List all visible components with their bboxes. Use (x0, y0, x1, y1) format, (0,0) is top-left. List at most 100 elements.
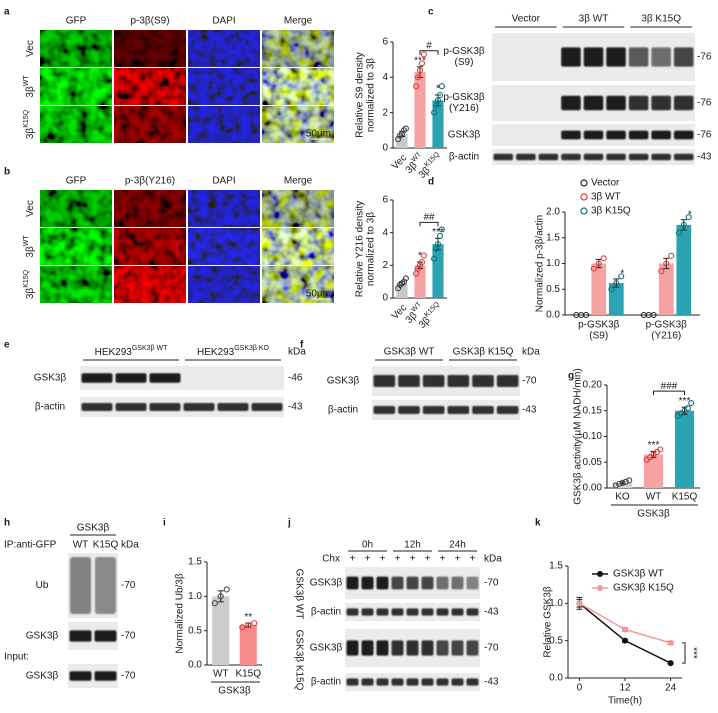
kda-unit: kDa (484, 554, 502, 565)
ip-label: IP:anti-GFP (4, 540, 57, 551)
group-label: GSK3β (637, 509, 670, 520)
blot-row-label: Ub (36, 580, 49, 591)
treatment-mark: + (365, 554, 371, 565)
y-tick-label: 1.0 (188, 591, 202, 602)
blot-band (361, 640, 374, 656)
data-point (418, 259, 426, 266)
bar (212, 596, 230, 665)
bar (676, 224, 692, 315)
y-tick-label: 1.0 (549, 598, 563, 609)
blot-band (95, 557, 116, 614)
column-label: GFP (66, 16, 87, 27)
kda-marker: -70 (522, 376, 537, 387)
legend-label: GSK3β WT (613, 569, 664, 580)
image-tile (188, 228, 260, 265)
data-point (650, 311, 657, 319)
blot-band (398, 406, 420, 414)
y-axis-label: Normalized p-3β/actin (535, 215, 546, 312)
blot-band (628, 47, 649, 67)
legend-marker (580, 179, 588, 187)
blot-band (561, 153, 581, 161)
data-point (608, 286, 615, 293)
data-point (667, 660, 674, 667)
y-tick-label: 0.00 (583, 483, 603, 494)
column-label: GFP (66, 176, 87, 187)
blot-band (115, 403, 147, 411)
lane-group-label-part: HEK293 (197, 347, 235, 358)
data-point (436, 91, 444, 99)
y-tick-label: 1.5 (549, 561, 563, 572)
column-label: p-3β(Y216) (125, 176, 175, 187)
scale-label: 50μm (306, 289, 331, 300)
blot-band (451, 576, 464, 590)
data-point (622, 637, 628, 644)
blot-row-label: GSK3β (327, 376, 360, 387)
panel-letter: j (287, 518, 291, 529)
blot-row-label: GSK3β (310, 643, 343, 654)
data-point (626, 477, 633, 484)
data-point (600, 255, 607, 262)
bar (414, 265, 426, 298)
image-tile (40, 106, 112, 143)
bar (239, 625, 257, 665)
y-tick-label: 0.0 (188, 660, 202, 671)
image-tile (40, 228, 112, 265)
data-line (579, 602, 671, 644)
treatment-mark: + (470, 554, 476, 565)
legend-label: Vector (591, 178, 620, 189)
y-axis-label: Relative Y216 density (355, 201, 366, 298)
bar (658, 263, 674, 315)
y-axis-label: normalized to 3β (366, 212, 377, 286)
y-tick-label: 0.05 (583, 457, 603, 468)
column-label: DAPI (212, 176, 235, 187)
y-tick-label: 6 (382, 37, 388, 48)
x-tick-label: KO (615, 492, 630, 503)
blot-band (421, 608, 434, 616)
panel-letter: k (535, 518, 541, 529)
data-point (432, 245, 440, 253)
blot-row-label: β-actin (328, 405, 358, 416)
data-point (685, 214, 692, 221)
data-point (434, 241, 442, 248)
legend-label: 3β WT (591, 192, 621, 203)
blot-row-label: GSK3β (310, 578, 343, 589)
blot-band (496, 375, 519, 387)
y-axis-label: normalized to 3β (366, 58, 377, 132)
bar (432, 244, 444, 298)
blot-band (70, 557, 91, 614)
y-axis-label: GSK3β activity(μM NADH/min) (573, 368, 584, 505)
y-axis-label: Relative GSK3β (543, 586, 554, 658)
treatment-mark: + (410, 554, 416, 565)
blot-row-label: GSK3β (26, 631, 59, 642)
blot-band (373, 375, 396, 387)
data-point (663, 260, 670, 267)
image-tile (114, 266, 186, 303)
time-label: 12h (404, 540, 421, 551)
blot-row-label: GSK3β (26, 671, 59, 682)
blot-band (391, 640, 404, 656)
bar (643, 454, 664, 488)
group-label: GSK3β (218, 686, 251, 697)
data-point (431, 109, 438, 116)
image-tile (40, 266, 112, 303)
panel-letter: b (4, 167, 10, 178)
panel-letter: f (300, 340, 304, 351)
blot-band (561, 95, 581, 111)
significance: * (620, 269, 624, 280)
blot-band (421, 678, 434, 686)
significance: *** (679, 396, 691, 407)
image-tile (188, 68, 260, 105)
blot-band (149, 403, 181, 411)
lane-group-label: GSK3β WT (384, 347, 435, 358)
column-label: Merge (284, 16, 313, 27)
row-label: 3βWT (23, 235, 35, 258)
y-tick-label: 4 (382, 227, 388, 238)
treatment-mark: + (350, 554, 356, 565)
x-tick-label-part: K15Q (424, 151, 442, 169)
y-tick-label: 2.0 (546, 207, 560, 218)
bar (414, 72, 426, 148)
data-point (595, 260, 602, 267)
y-tick-label: 0.0 (546, 310, 560, 321)
